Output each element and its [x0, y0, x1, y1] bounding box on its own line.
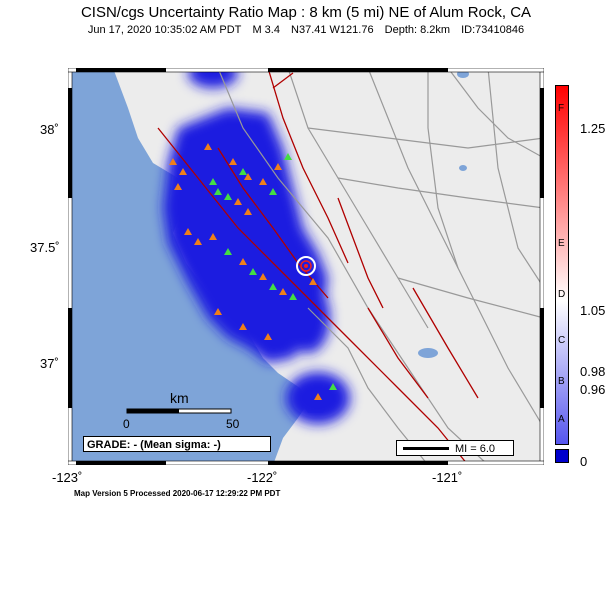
y-tick-label: 37˚	[40, 356, 59, 371]
event-date: Jun 17, 2020 10:35:02 AM PDT	[87, 24, 242, 36]
roads	[217, 68, 544, 465]
x-tick-label: -121˚	[432, 470, 463, 485]
lake	[459, 165, 467, 171]
event-depth: Depth: 8.2km	[384, 24, 451, 36]
epicenter-marker	[296, 256, 316, 276]
x-tick-label: -123˚	[52, 470, 83, 485]
colorbar-letter: E	[558, 238, 565, 249]
colorbar-value: 0	[580, 454, 588, 469]
mi-legend-text: MI = 6.0	[455, 443, 496, 455]
y-tick-label: 38˚	[40, 122, 59, 137]
lake	[418, 348, 438, 358]
colorbar-letter: D	[558, 289, 566, 300]
scale-start: 0	[123, 417, 130, 431]
y-tick-label: 37.5˚	[30, 240, 60, 255]
grade-label: GRADE: - (Mean sigma: -)	[83, 436, 271, 452]
mi-bar	[403, 447, 449, 450]
scale-unit: km	[170, 390, 189, 406]
event-info: Jun 17, 2020 10:35:02 AM PDT M 3.4 N37.4…	[0, 24, 612, 36]
map-title: CISN/cgs Uncertainty Ratio Map : 8 km (5…	[80, 4, 532, 21]
colorbar-value: 0.96	[580, 382, 606, 397]
color-scale-bar	[555, 85, 569, 445]
map-border	[68, 68, 544, 465]
scale-end: 50	[226, 417, 240, 431]
uncertainty-region	[163, 68, 350, 424]
colorbar-letter: C	[558, 335, 566, 346]
event-id: ID:73410846	[461, 24, 525, 36]
map-version-footer: Map Version 5 Processed 2020-06-17 12:29…	[74, 489, 281, 498]
colorbar-value: 0.98	[580, 364, 606, 379]
uncertainty-map	[68, 68, 544, 465]
event-location: N37.41 W121.76	[291, 24, 374, 36]
color-scale-zero	[555, 449, 569, 463]
colorbar-value: 1.05	[580, 303, 606, 318]
mi-legend: MI = 6.0	[396, 440, 514, 456]
colorbar-value: 1.25	[580, 121, 606, 136]
x-tick-label: -122˚	[247, 470, 278, 485]
colorbar-letter: A	[558, 414, 565, 425]
stations	[169, 143, 337, 400]
distance-scale-bar	[126, 408, 232, 414]
colorbar-letter: F	[558, 103, 565, 114]
colorbar-letter: B	[558, 376, 565, 387]
event-magnitude: M 3.4	[252, 24, 280, 36]
